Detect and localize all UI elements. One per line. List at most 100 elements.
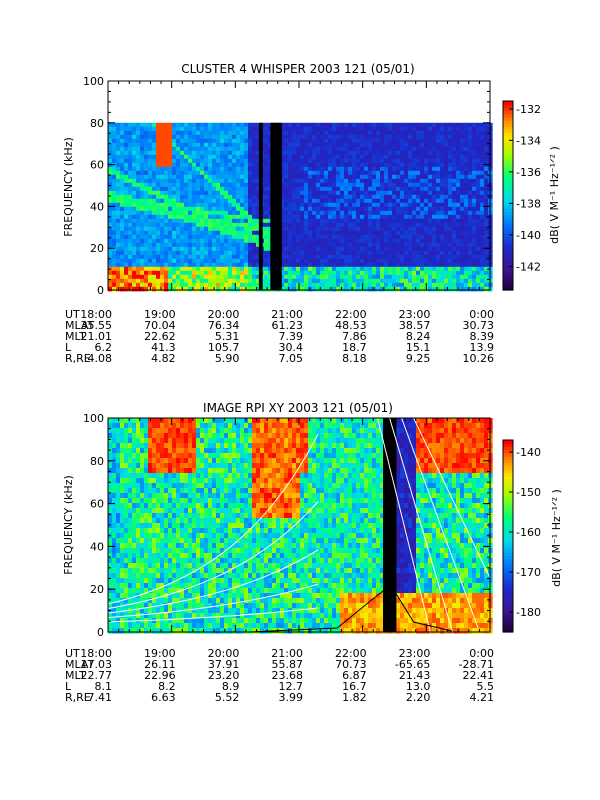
- spectrogram-cell: [148, 134, 153, 140]
- spectrogram-cell: [448, 242, 453, 248]
- spectrogram-cell: [160, 198, 165, 204]
- spectrogram-cell: [180, 238, 185, 244]
- spectrogram-cell: [348, 202, 353, 208]
- spectrogram-cell: [184, 130, 189, 136]
- spectrogram-cell: [156, 142, 161, 148]
- spectrogram-cell: [140, 573, 145, 579]
- spectrogram-cell: [200, 154, 205, 160]
- spectrogram-cell: [404, 238, 409, 244]
- spectrogram-cell: [432, 210, 437, 216]
- spectrogram-cell: [368, 242, 373, 248]
- spectrogram-cell: [220, 258, 225, 264]
- spectrogram-cell: [172, 130, 177, 136]
- spectrogram-cell: [156, 543, 161, 549]
- spectrogram-cell: [180, 198, 185, 204]
- spectrogram-cell: [172, 162, 177, 168]
- spectrogram-cell: [196, 174, 201, 180]
- spectrogram-cell: [196, 122, 201, 128]
- spectrogram-cell: [456, 246, 461, 252]
- spectrogram-cell: [192, 130, 197, 136]
- spectrogram-cell: [160, 154, 165, 160]
- spectrogram-cell: [124, 186, 129, 192]
- spectrogram-cell: [460, 222, 465, 228]
- spectrogram-cell: [160, 498, 165, 504]
- spectrogram-cell: [256, 218, 261, 224]
- spectrogram-cell: [336, 254, 341, 260]
- spectrogram-cell: [208, 150, 213, 156]
- spectrogram-cell: [380, 142, 385, 148]
- spectrogram-cell: [144, 170, 149, 176]
- spectrogram-cell: [244, 214, 249, 220]
- spectrogram-cell: [404, 278, 409, 284]
- spectrogram-cell: [436, 150, 441, 156]
- spectrogram-cell: [288, 150, 293, 156]
- spectrogram-cell: [392, 134, 397, 140]
- spectrogram-cell: [452, 234, 457, 240]
- spectrogram-cell: [340, 286, 345, 292]
- spectrogram-cell: [136, 623, 141, 629]
- spectrogram-cell: [312, 202, 317, 208]
- spectrogram-cell: [212, 278, 217, 284]
- spectrogram-cell: [372, 130, 377, 136]
- spectrogram-cell: [196, 206, 201, 212]
- spectrogram-cell: [284, 266, 289, 272]
- spectrogram-cell: [116, 138, 121, 144]
- spectrogram-cell: [132, 493, 137, 499]
- spectrogram-cell: [412, 214, 417, 220]
- spectrogram-cell: [316, 278, 321, 284]
- spectrogram-cell: [440, 218, 445, 224]
- spectrogram-cell: [416, 214, 421, 220]
- spectrogram-cell: [420, 246, 425, 252]
- spectrogram-cell: [288, 146, 293, 152]
- spectrogram-cell: [212, 258, 217, 264]
- spectrogram-cell: [436, 146, 441, 152]
- spectrogram-cell: [228, 214, 233, 220]
- spectrogram-cell: [480, 258, 485, 264]
- spectrogram-cell: [284, 278, 289, 284]
- spectrogram-cell: [308, 158, 313, 164]
- spectrogram-cell: [308, 134, 313, 140]
- spectrogram-cell: [452, 254, 457, 260]
- spectrogram-cell: [168, 282, 173, 288]
- spectrogram-cell: [136, 483, 141, 489]
- ephemeris-value: 8.39: [470, 330, 495, 343]
- spectrogram-cell: [476, 258, 481, 264]
- spectrogram-cell: [264, 138, 269, 144]
- spectrogram-cell: [140, 270, 145, 276]
- spectrogram-cell: [168, 262, 173, 268]
- spectrogram-cell: [348, 214, 353, 220]
- spectrogram-cell: [464, 154, 469, 160]
- spectrogram-cell: [236, 258, 241, 264]
- spectrogram-cell: [256, 250, 261, 256]
- spectrogram-cell: [384, 206, 389, 212]
- spectrogram-cell: [204, 230, 209, 236]
- spectrogram-cell: [132, 246, 137, 252]
- spectrogram-cell: [392, 242, 397, 248]
- spectrogram-cell: [220, 274, 225, 280]
- spectrogram-cell: [400, 202, 405, 208]
- spectrogram-cell: [144, 563, 149, 569]
- spectrogram-cell: [432, 218, 437, 224]
- spectrogram-cell: [184, 254, 189, 260]
- spectrogram-cell: [452, 162, 457, 168]
- spectrogram-cell: [332, 178, 337, 184]
- spectrogram-cell: [364, 198, 369, 204]
- spectrogram-cell: [448, 134, 453, 140]
- spectrogram-cell: [124, 518, 129, 524]
- spectrogram-cell: [404, 286, 409, 292]
- spectrogram-cell: [108, 202, 113, 208]
- spectrogram-cell: [188, 282, 193, 288]
- spectrogram-cell: [132, 598, 137, 604]
- spectrogram-cell: [472, 250, 477, 256]
- spectrogram-cell: [252, 158, 257, 164]
- spectrogram-cell: [412, 142, 417, 148]
- spectrogram-cell: [120, 618, 125, 624]
- spectrogram-cell: [148, 608, 153, 614]
- spectrogram-cell: [216, 262, 221, 268]
- spectrogram-cell: [400, 210, 405, 216]
- spectrogram-cell: [136, 286, 141, 292]
- spectrogram-cell: [228, 210, 233, 216]
- spectrogram-cell: [148, 623, 153, 629]
- ephemeris-value: 5.31: [215, 330, 240, 343]
- spectrogram-cell: [432, 246, 437, 252]
